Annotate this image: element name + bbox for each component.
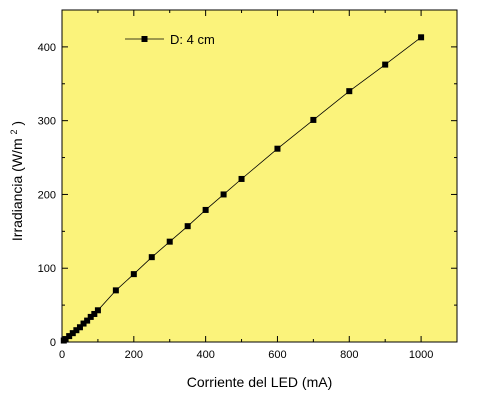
data-point (91, 310, 98, 317)
x-tick-label: 200 (125, 349, 143, 361)
data-point (80, 320, 87, 327)
x-tick-label: 600 (268, 349, 286, 361)
x-axis-label: Corriente del LED (mA) (187, 374, 333, 390)
data-point (87, 313, 94, 320)
y-axis-label-suffix: ) (9, 121, 25, 126)
legend-marker (141, 36, 148, 42)
data-point (382, 61, 389, 68)
plot-area (61, 9, 458, 343)
data-point (346, 88, 353, 95)
x-tick-label: 1000 (409, 349, 433, 361)
series-layer (60, 34, 425, 344)
data-point (73, 327, 80, 334)
x-tick-label: 800 (340, 349, 358, 361)
y-axis-label-main: Irradiancia (W/m (9, 138, 25, 241)
data-point (418, 34, 425, 41)
data-point (112, 287, 119, 294)
data-point (202, 206, 209, 213)
x-tick-label: 0 (59, 349, 65, 361)
y-tick-label: 200 (38, 189, 56, 201)
data-point (76, 324, 83, 331)
legend: D: 4 cm (125, 32, 215, 47)
data-point (184, 223, 191, 230)
y-tick-label: 100 (38, 263, 56, 275)
data-point (238, 175, 245, 182)
x-tick-label: 400 (196, 349, 214, 361)
data-point (148, 254, 155, 261)
data-point (62, 336, 69, 343)
y-tick-label: 0 (50, 337, 56, 349)
y-tick-label: 300 (38, 116, 56, 128)
data-point (166, 238, 173, 245)
data-point (69, 330, 76, 337)
y-tick-label: 400 (38, 42, 56, 54)
data-point (310, 116, 317, 123)
legend-label: D: 4 cm (170, 32, 215, 47)
y-axis-label-superscript: 2 (9, 129, 19, 134)
data-point (220, 191, 227, 198)
data-point (274, 145, 281, 152)
data-point (130, 271, 137, 278)
data-point (84, 317, 91, 324)
data-point (66, 333, 73, 340)
axes: 0 200 400 600 800 1000 0 100 200 300 400 (38, 9, 458, 361)
y-axis-label: Irradiancia (W/m 2 ) (4, 121, 25, 241)
data-point (94, 307, 101, 314)
